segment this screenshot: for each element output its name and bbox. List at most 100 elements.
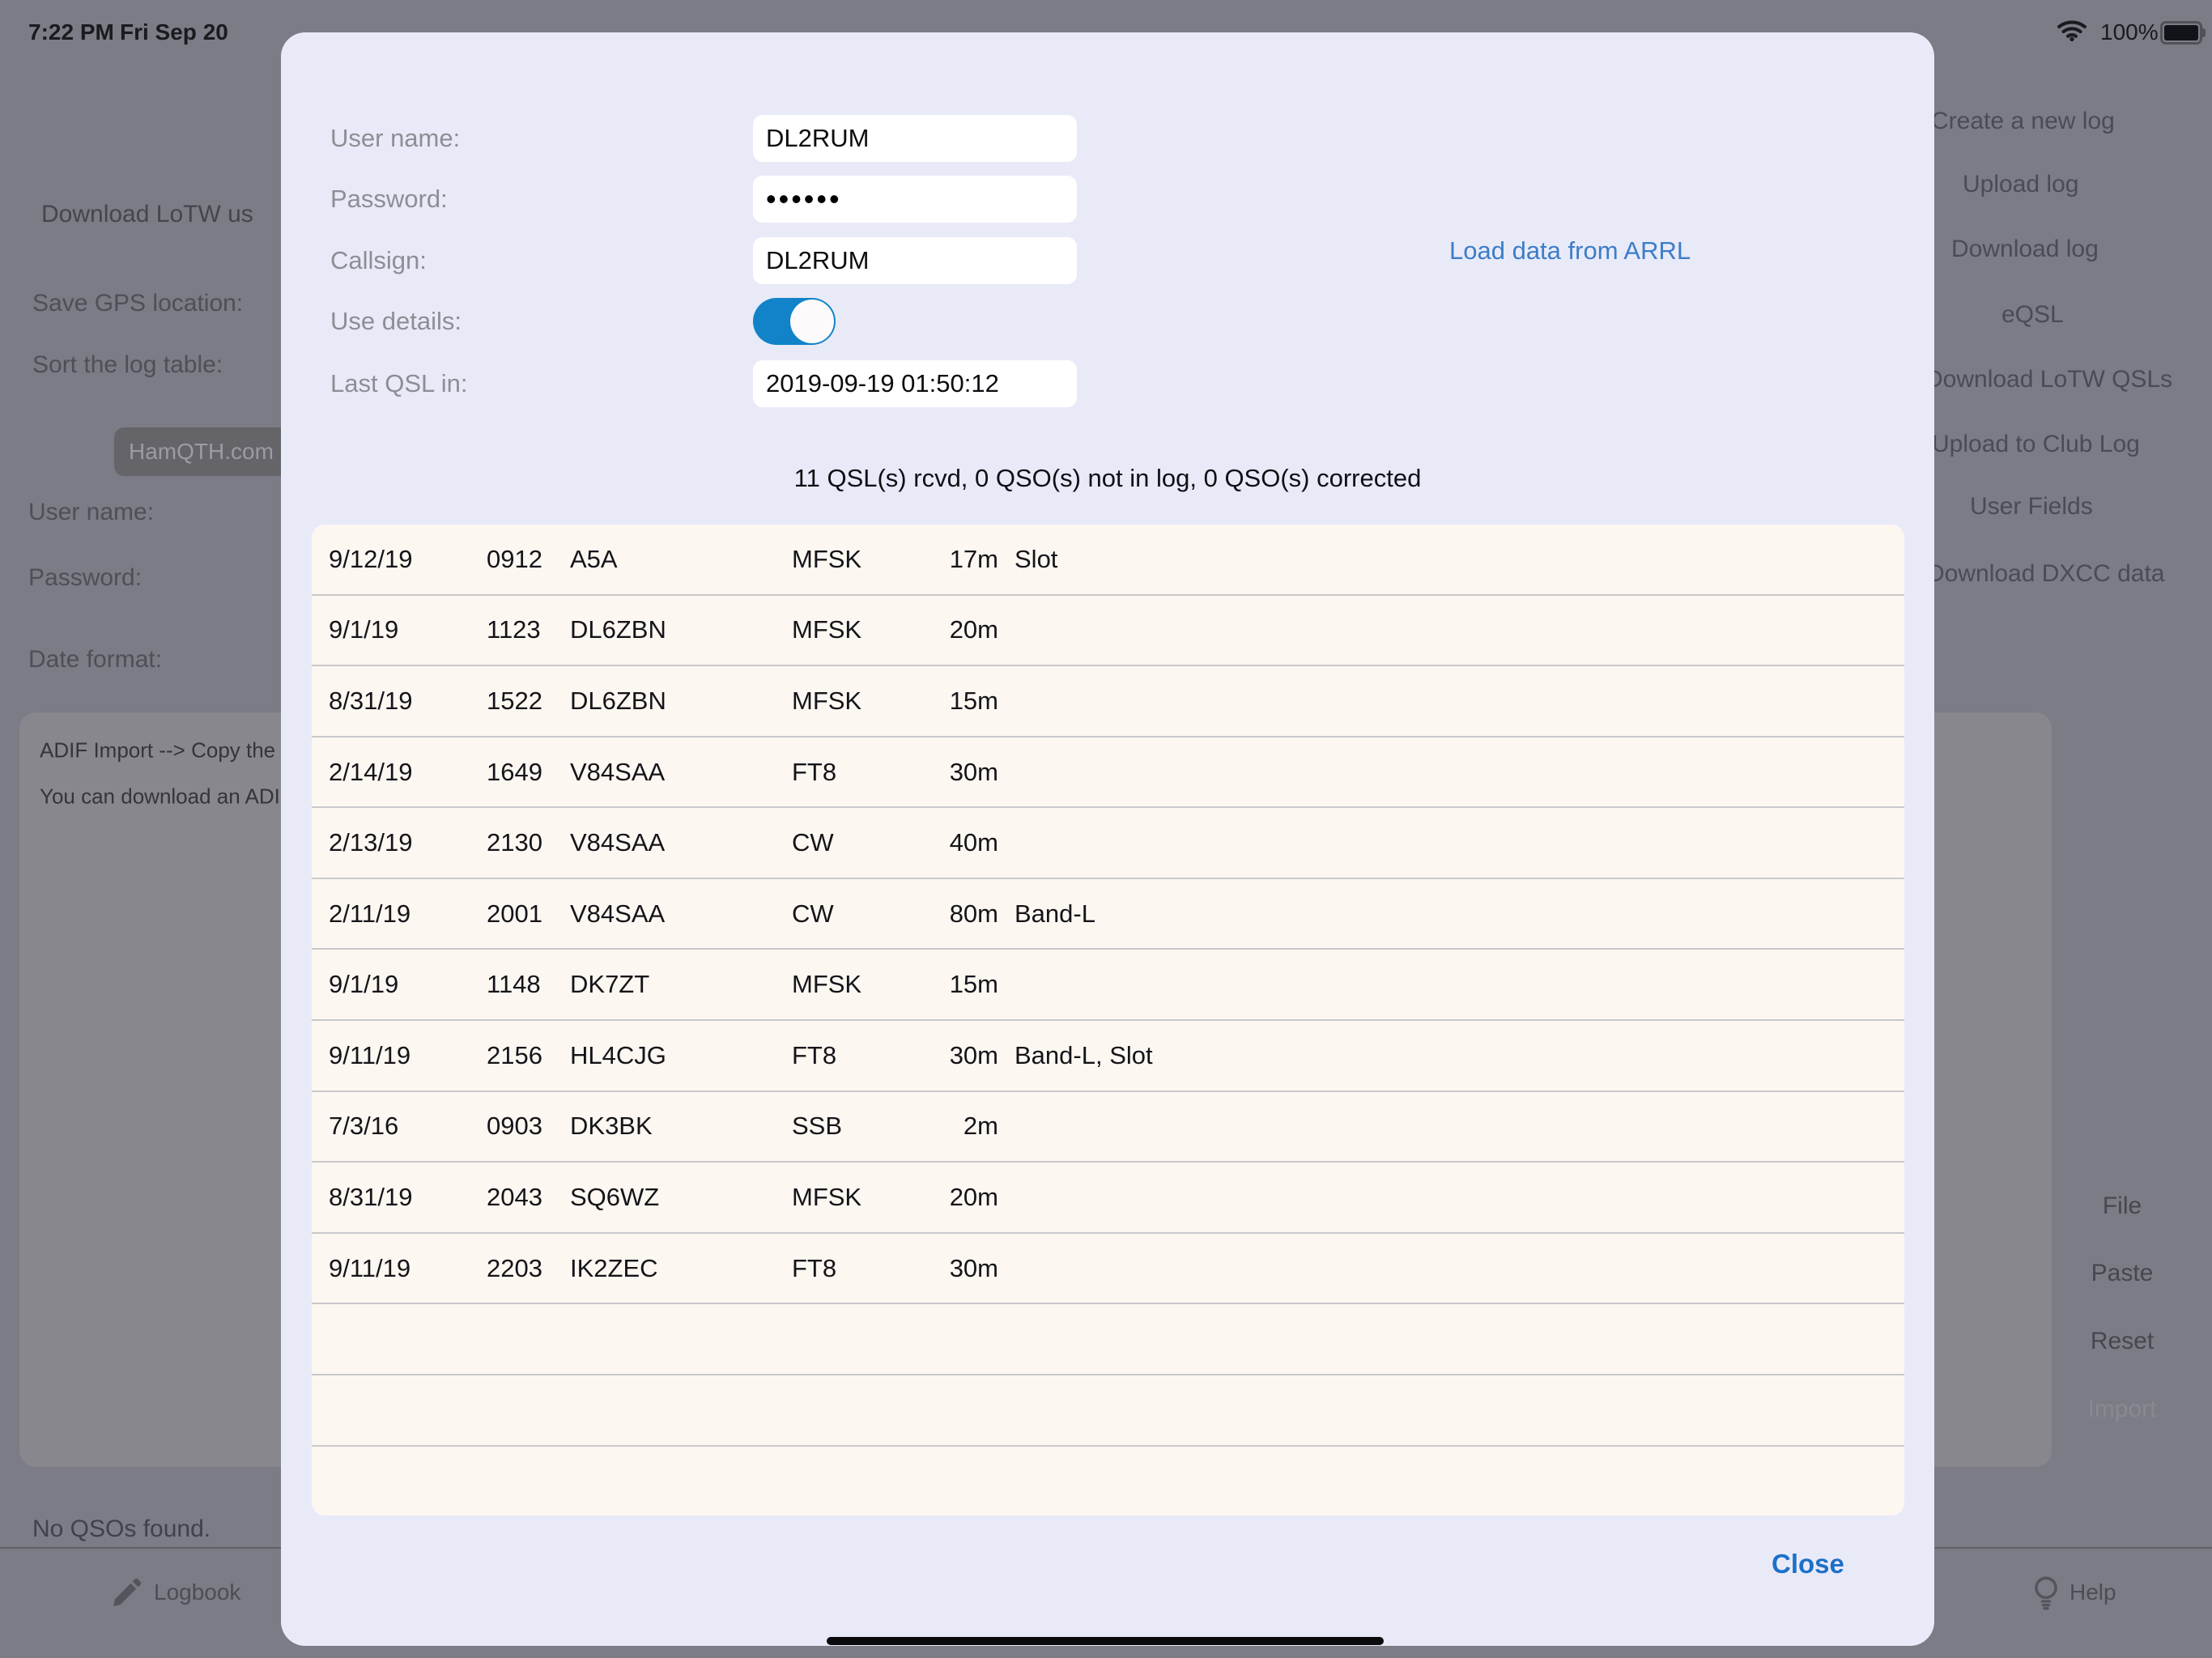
qsl-call: IK2ZEC (570, 1253, 658, 1282)
reset-button[interactable]: Reset (2090, 1328, 2155, 1354)
qsl-call: DK3BK (570, 1112, 653, 1141)
menu-item-upload-to-club-log[interactable]: Upload to Club Log (1932, 431, 2140, 457)
qsl-call: SQ6WZ (570, 1182, 660, 1211)
qsl-row[interactable]: 2/13/19 2130 V84SAA CW 40m (312, 808, 1904, 879)
paste-button[interactable]: Paste (2091, 1260, 2154, 1286)
qsl-date: 9/11/19 (329, 1040, 411, 1069)
file-button[interactable]: File (2102, 1192, 2142, 1219)
qsl-band: 30m (949, 1253, 998, 1282)
qsl-row[interactable]: 2/11/19 2001 V84SAA CW 80m Band-L (312, 879, 1904, 950)
qsl-band: 40m (949, 828, 998, 857)
callsign-field[interactable]: DL2RUM (753, 237, 1077, 284)
qsl-mode: CW (792, 899, 834, 928)
pencil-icon (113, 1578, 142, 1606)
qsl-time: 2156 (487, 1040, 542, 1069)
qsl-row[interactable]: 9/12/19 0912 A5A MFSK 17m Slot (312, 525, 1904, 596)
use-details-toggle[interactable] (753, 298, 836, 345)
last-qsl-field[interactable]: 2019-09-19 01:50:12 (753, 360, 1077, 407)
qsl-row[interactable]: 9/1/19 1123 DL6ZBN MFSK 20m (312, 596, 1904, 667)
qsl-time: 1123 (487, 615, 541, 644)
qsl-date: 8/31/19 (329, 1182, 413, 1211)
status-bar-time: 7:22 PM (28, 19, 114, 45)
qsl-band: 15m (949, 970, 998, 999)
qsl-date: 9/1/19 (329, 970, 399, 999)
qsl-row[interactable]: 9/11/19 2156 HL4CJG FT8 30m Band-L, Slot (312, 1021, 1904, 1092)
qsl-call: V84SAA (570, 899, 666, 928)
qsl-mode: SSB (792, 1112, 843, 1141)
qsl-band: 2m (963, 1112, 998, 1141)
status-bar-date: Fri Sep 20 (120, 19, 228, 45)
qsl-mode: FT8 (792, 757, 837, 786)
qsl-band: 30m (949, 1040, 998, 1069)
qsl-row[interactable]: 8/31/19 1522 DL6ZBN MFSK 15m (312, 666, 1904, 738)
qsl-table: 9/12/19 0912 A5A MFSK 17m Slot 9/1/19 1123 DL6ZB… (312, 525, 1904, 1516)
menu-item-user-fields[interactable]: User Fields (1970, 493, 2093, 520)
home-indicator[interactable] (827, 1637, 1384, 1645)
bg-label-save-gps: Save GPS location: (32, 290, 244, 317)
qsl-row[interactable]: 8/31/19 2043 SQ6WZ MFSK 20m (312, 1163, 1904, 1234)
qsl-band: 20m (949, 1182, 998, 1211)
password-field[interactable]: •••••• (753, 176, 1077, 223)
tab-logbook[interactable]: Logbook (154, 1579, 241, 1605)
qsl-mode: MFSK (792, 544, 862, 573)
qsl-row-empty (312, 1375, 1904, 1447)
qsl-row[interactable]: 7/3/16 0903 DK3BK SSB 2m (312, 1092, 1904, 1163)
qsl-band: 30m (949, 757, 998, 786)
wifi-icon (2057, 20, 2087, 42)
qsl-mode: FT8 (792, 1253, 837, 1282)
qsl-date: 2/14/19 (329, 757, 413, 786)
menu-item-upload-log[interactable]: Upload log (1963, 171, 2079, 198)
qsl-note: Band-L (1015, 899, 1095, 928)
qsl-time: 2130 (487, 828, 542, 857)
qsl-mode: MFSK (792, 686, 862, 715)
toggle-knob (790, 300, 834, 343)
username-value: DL2RUM (766, 124, 870, 152)
qsl-call: V84SAA (570, 757, 666, 786)
qsl-date: 9/12/19 (329, 544, 413, 573)
username-field[interactable]: DL2RUM (753, 115, 1077, 162)
adif-import-line2: You can download an ADIF (40, 784, 293, 809)
menu-item-download-lotw-qsls[interactable]: Download LoTW QSLs (1925, 366, 2173, 393)
bg-label-date-format: Date format: (28, 646, 163, 673)
qsl-time: 1522 (487, 686, 542, 715)
menu-item-download-dxcc-data[interactable]: Download DXCC data (1927, 560, 2165, 587)
qsl-time: 2203 (487, 1253, 542, 1282)
password-label: Password: (330, 185, 448, 213)
qsl-call: A5A (570, 544, 618, 573)
qsl-call: V84SAA (570, 828, 666, 857)
qsl-time: 1148 (487, 970, 541, 999)
callsign-value: DL2RUM (766, 246, 870, 274)
qsl-time: 0912 (487, 544, 542, 573)
menu-item-download-log[interactable]: Download log (1951, 236, 2099, 262)
qsl-time: 0903 (487, 1112, 542, 1141)
qsl-time: 1649 (487, 757, 542, 786)
qsl-row[interactable]: 9/1/19 1148 DK7ZT MFSK 15m (312, 950, 1904, 1022)
qsl-band: 15m (949, 686, 998, 715)
qsl-band: 20m (949, 615, 998, 644)
lightbulb-icon (2035, 1576, 2057, 1610)
tab-help[interactable]: Help (2069, 1579, 2116, 1605)
qsl-row-empty (312, 1304, 1904, 1375)
qsl-note: Slot (1015, 544, 1058, 573)
qsl-mode: MFSK (792, 615, 862, 644)
menu-item-eqsl[interactable]: eQSL (2001, 301, 2064, 328)
last-qsl-value: 2019-09-19 01:50:12 (766, 369, 999, 397)
menu-item-create-a-new-log[interactable]: Create a new log (1931, 108, 2115, 134)
load-data-from-arrl-link[interactable]: Load data from ARRL (1449, 236, 1691, 265)
qsl-date: 7/3/16 (329, 1112, 399, 1141)
qsl-mode: MFSK (792, 1182, 862, 1211)
close-button[interactable]: Close (1772, 1549, 1844, 1579)
qsl-mode: FT8 (792, 1040, 837, 1069)
bg-label-password: Password: (28, 564, 143, 591)
qsl-date: 9/11/19 (329, 1253, 411, 1282)
qsl-date: 2/13/19 (329, 828, 413, 857)
qsl-note: Band-L, Slot (1015, 1040, 1153, 1069)
qsl-date: 8/31/19 (329, 686, 413, 715)
qsl-summary: 11 QSL(s) rcvd, 0 QSO(s) not in log, 0 Q… (793, 464, 1422, 492)
qsl-row[interactable]: 2/14/19 1649 V84SAA FT8 30m (312, 738, 1904, 809)
bg-label-sort-log: Sort the log table: (32, 351, 223, 378)
qsl-date: 2/11/19 (329, 899, 411, 928)
qsl-row[interactable]: 9/11/19 2203 IK2ZEC FT8 30m (312, 1234, 1904, 1305)
import-button[interactable]: Import (2087, 1396, 2157, 1422)
